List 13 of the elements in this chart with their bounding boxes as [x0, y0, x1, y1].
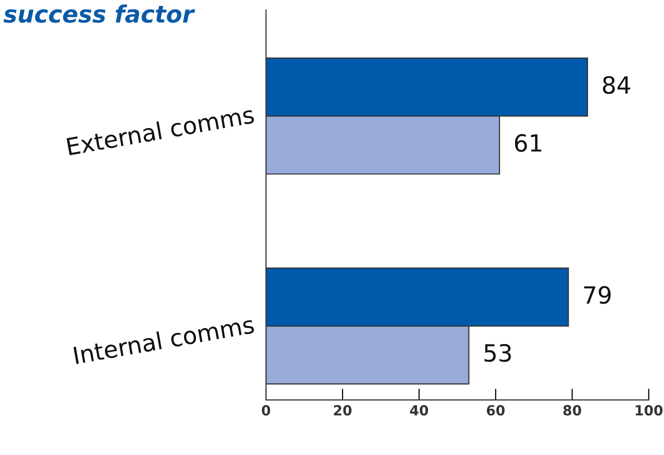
x-tick-label: 40	[410, 405, 428, 416]
chart-title: success factor	[4, 4, 196, 23]
y-tick-label: External comms	[66, 105, 255, 156]
x-tick-label: 0	[262, 405, 270, 416]
data-label: 79	[584, 286, 611, 304]
data-label: 61	[515, 134, 542, 152]
y-tick-label: Internal comms	[73, 314, 255, 364]
data-label: 53	[484, 344, 511, 362]
x-tick-label: 60	[486, 405, 505, 416]
x-tick-label: 20	[334, 405, 352, 416]
x-tick-label: 100	[636, 405, 663, 416]
x-tick-label: 80	[563, 405, 582, 416]
data-label: 84	[602, 76, 630, 94]
